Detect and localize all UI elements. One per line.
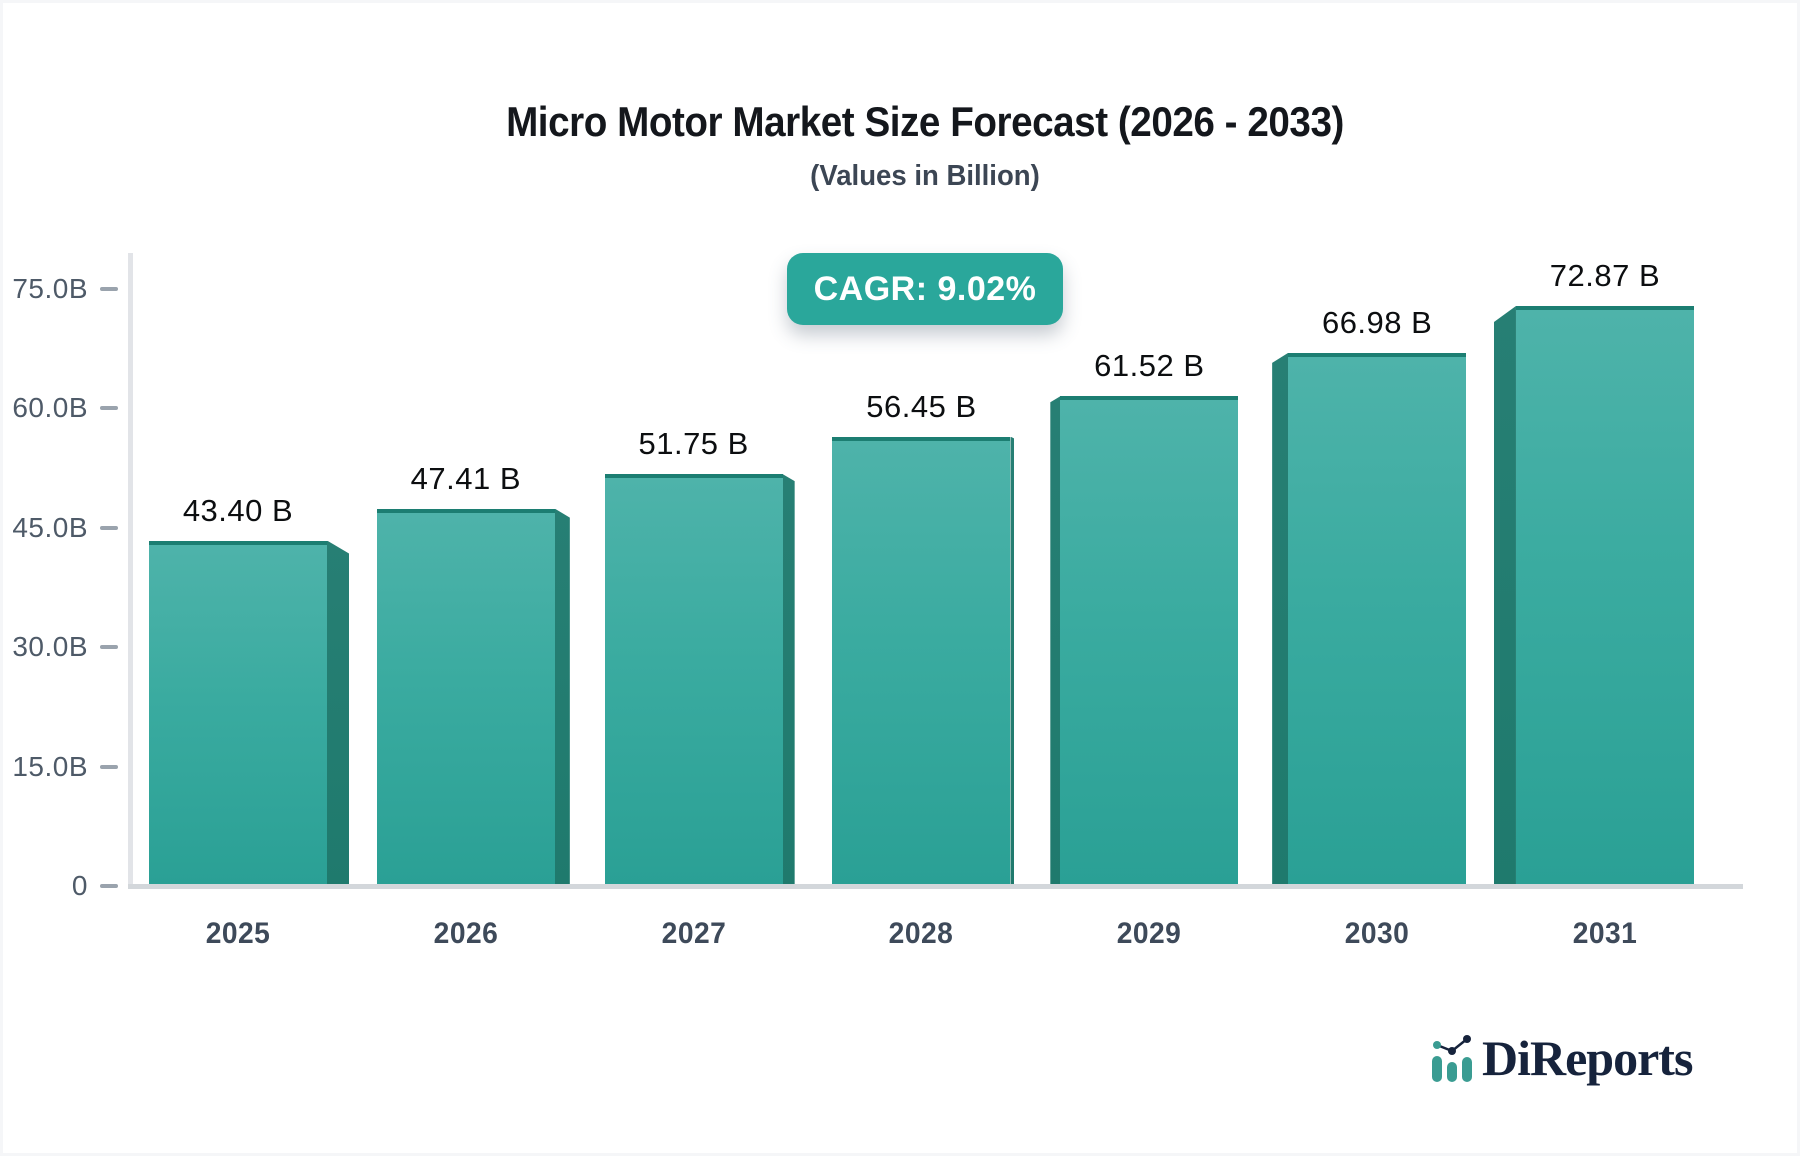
page-title: Micro Motor Market Size Forecast (2026 -… <box>506 98 1344 145</box>
x-axis-line <box>128 884 1743 889</box>
chart-subtitle: (Values in Billion) <box>810 160 1040 192</box>
bar-2028 <box>832 436 1011 886</box>
bar-value-label: 61.52 B <box>1094 348 1205 384</box>
bar-side-3d <box>782 474 795 886</box>
bar-side-3d <box>1050 396 1061 886</box>
y-tick-mark <box>100 406 118 411</box>
y-tick-mark <box>100 287 118 291</box>
y-tick-mark <box>100 764 118 769</box>
y-tick-label: 30.0B <box>12 631 88 663</box>
x-axis-label-2031: 2031 <box>1572 917 1638 950</box>
bar-side-3d <box>1010 436 1015 886</box>
bar-value-label: 72.87 B <box>1549 257 1661 293</box>
x-axis-label-2027: 2027 <box>661 917 726 950</box>
logo-icon <box>1432 1035 1472 1082</box>
bar-value-label: 47.41 B <box>410 460 522 496</box>
y-tick-mark <box>100 884 118 888</box>
y-tick-label: 45.0B <box>12 511 88 543</box>
x-axis-label-2025: 2025 <box>205 917 271 950</box>
bar-value-label: 43.40 B <box>182 492 294 528</box>
cagr-badge: CAGR: 9.02% <box>787 253 1063 325</box>
bar-side-3d <box>1493 305 1516 886</box>
bar-side-3d <box>1272 352 1289 886</box>
y-tick-mark <box>100 525 118 530</box>
y-tick-mark <box>100 645 118 650</box>
bar-value-label: 51.75 B <box>638 426 749 462</box>
bar-side-3d <box>327 540 349 886</box>
x-axis-label-2026: 2026 <box>433 917 499 950</box>
bar-2031 <box>1515 305 1694 886</box>
y-tick-label: 60.0B <box>12 392 88 424</box>
y-tick-label: 75.0B <box>12 273 88 304</box>
y-tick-label: 0 <box>71 870 88 901</box>
x-axis-label-2028: 2028 <box>889 917 954 950</box>
bar-value-label: 56.45 B <box>866 388 977 424</box>
bar-2029 <box>1060 396 1239 886</box>
bar-2030 <box>1288 352 1467 886</box>
bar-2026 <box>376 508 555 886</box>
brand-logo: DiReports <box>1430 1030 1693 1086</box>
x-axis-label-2029: 2029 <box>1117 917 1182 950</box>
y-axis-line <box>128 253 133 887</box>
x-axis-label-2030: 2030 <box>1344 917 1410 950</box>
bar-2027 <box>604 474 783 886</box>
y-tick-label: 15.0B <box>12 750 88 782</box>
bar-2025 <box>149 540 327 886</box>
brand-name: DiReports <box>1482 1030 1693 1086</box>
bar-side-3d <box>554 508 570 886</box>
bar-value-label: 66.98 B <box>1321 304 1433 340</box>
